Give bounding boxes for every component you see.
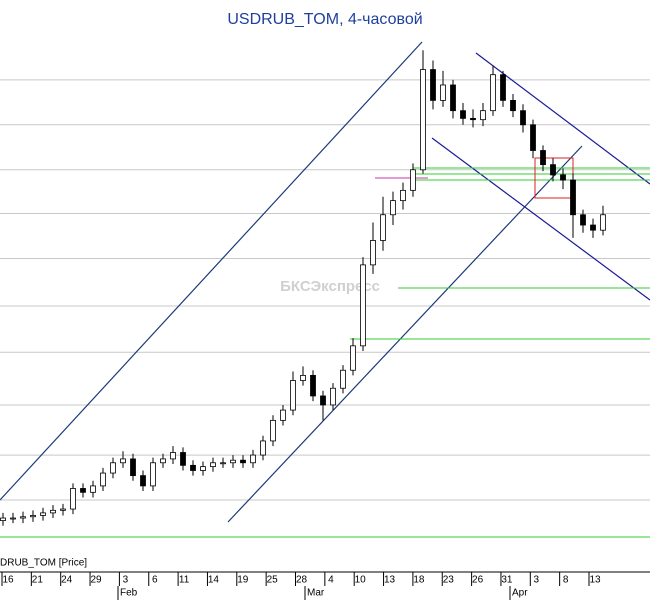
x-tick-label: 21: [32, 575, 44, 586]
candle-body: [470, 117, 476, 121]
candle-body: [60, 508, 66, 511]
candle-body: [80, 488, 86, 493]
candle-body: [230, 459, 236, 464]
candle-body: [420, 69, 426, 171]
candle-body: [40, 512, 46, 516]
candle-body: [390, 200, 396, 216]
candle-body: [550, 164, 556, 176]
candle-body: [430, 69, 436, 101]
x-tick-label: 28: [296, 575, 308, 586]
candle-body: [340, 369, 346, 389]
candle-body: [410, 169, 416, 191]
candle-body: [570, 179, 576, 216]
x-tick-label: 3: [123, 575, 129, 586]
candle-body: [10, 517, 16, 520]
candle-body: [250, 454, 256, 464]
month-label: Mar: [307, 588, 325, 599]
candle-body: [290, 380, 296, 411]
x-tick-label: 16: [2, 575, 14, 586]
candle-body: [220, 462, 226, 465]
trend-line: [227, 145, 583, 523]
x-tick-label: 10: [355, 575, 367, 586]
candle-body: [320, 395, 326, 406]
x-tick-label: 18: [413, 575, 425, 586]
candle-body: [210, 462, 216, 468]
candle-body: [190, 464, 196, 471]
x-tick-label: 25: [267, 575, 279, 586]
candle-body: [540, 150, 546, 166]
candle-body: [130, 458, 136, 477]
candle-body: [370, 240, 376, 266]
candle-body: [0, 517, 6, 521]
candle-body: [110, 462, 116, 474]
candle-body: [450, 84, 456, 112]
candle-body: [480, 110, 486, 121]
candle-body: [30, 515, 36, 518]
candle-body: [160, 458, 166, 464]
candle-body: [460, 110, 466, 119]
x-tick-label: 8: [563, 575, 569, 586]
candle-body: [490, 74, 496, 112]
candle-body: [530, 124, 536, 151]
x-tick-label: 29: [90, 575, 102, 586]
candle-body: [590, 224, 596, 231]
candle-body: [400, 189, 406, 202]
candle-body: [150, 462, 156, 487]
x-tick-label: 31: [501, 575, 513, 586]
candle-body: [140, 475, 146, 487]
candle-body: [310, 374, 316, 397]
chart-title: USDRUB_TOM, 4-часовой: [227, 11, 422, 28]
candle-body: [380, 214, 386, 241]
candles: [0, 50, 606, 526]
candle-body: [600, 214, 606, 231]
x-tick-label: 19: [237, 575, 249, 586]
x-tick-label: 13: [589, 575, 601, 586]
candle-body: [100, 472, 106, 487]
candle-body: [330, 387, 336, 406]
candle-body: [20, 516, 26, 519]
candle-body: [70, 488, 76, 510]
x-tick-label: 26: [472, 575, 484, 586]
candle-body: [280, 409, 286, 421]
x-tick-label: 14: [208, 575, 220, 586]
candle-body: [240, 459, 246, 464]
watermark: БКСЭкспресс: [280, 278, 380, 295]
candle-body: [200, 466, 206, 471]
candle-body: [560, 174, 566, 181]
x-tick-label: 3: [534, 575, 540, 586]
candle-body: [440, 84, 446, 101]
month-label: Feb: [120, 588, 138, 599]
candle-body: [50, 509, 56, 514]
series-label: DRUB_TOM [Price]: [0, 558, 87, 569]
x-tick-label: 6: [152, 575, 158, 586]
x-axis-labels: 16 21 24 29 3 6 11 14 19 25 28 4 10 13 18 23 26 31 3 8 13 Feb…: [1, 572, 601, 600]
candle-body: [300, 374, 306, 381]
candle-body: [520, 110, 526, 126]
grid: [0, 79, 650, 501]
candle-body: [260, 440, 266, 456]
candle-body: [360, 264, 366, 347]
channel-line: [431, 137, 650, 301]
x-tick-label: 23: [443, 575, 455, 586]
candle-body: [270, 419, 276, 442]
candle-body: [120, 458, 126, 464]
candle-body: [500, 74, 506, 101]
x-tick-label: 24: [61, 575, 73, 586]
trend-line: [0, 41, 423, 501]
candle-body: [170, 452, 176, 460]
x-tick-label: 4: [328, 575, 334, 586]
candle-body: [510, 99, 516, 112]
candle-body: [350, 345, 356, 371]
candle-body: [580, 214, 586, 226]
candle-body: [180, 452, 186, 466]
candle-body: [90, 485, 96, 493]
x-tick-label: 13: [384, 575, 396, 586]
month-label: Apr: [512, 588, 528, 599]
x-tick-label: 11: [179, 575, 190, 586]
